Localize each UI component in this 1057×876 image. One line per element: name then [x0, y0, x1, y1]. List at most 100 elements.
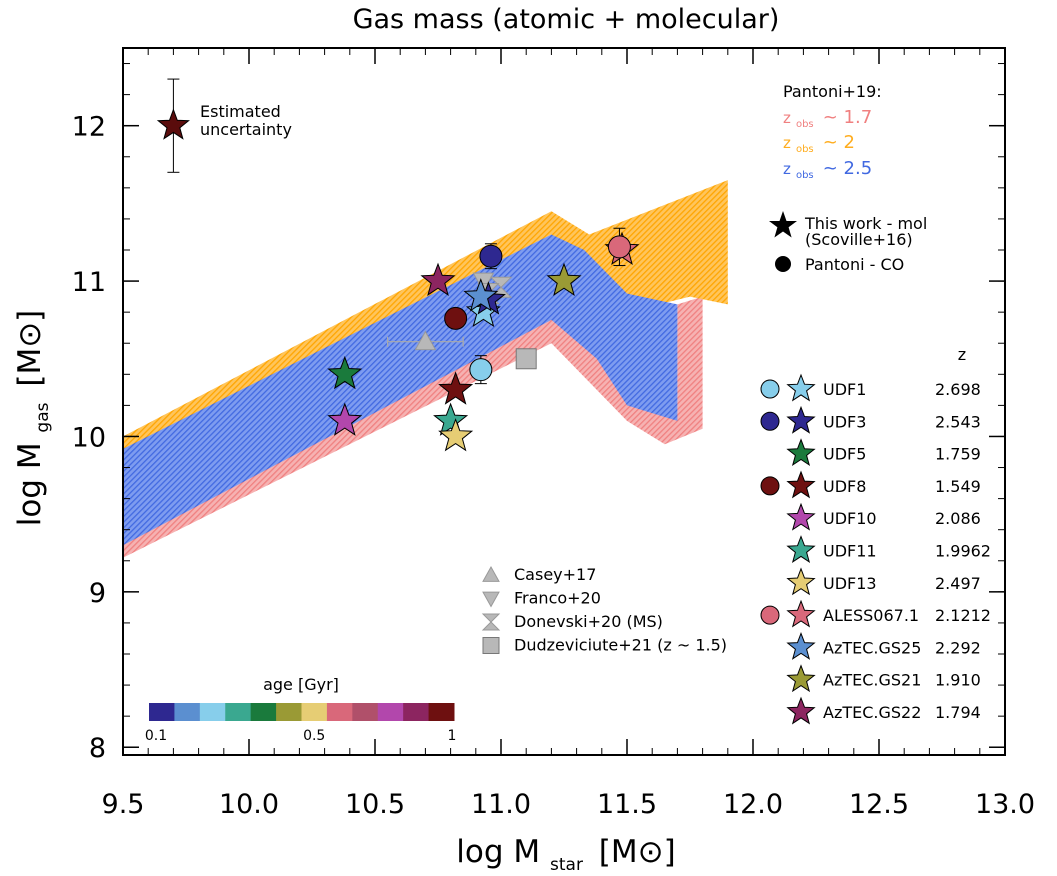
y-axis-label-sub: gas [33, 402, 53, 432]
legend-star-AzTEC.GS21 [786, 664, 816, 693]
x-axis-label-sub: star [550, 855, 583, 875]
legend-z-UDF1: 2.698 [935, 380, 981, 399]
uncertainty-star [156, 108, 190, 140]
x-axis-label: log M [456, 834, 540, 870]
x-tick-label: 12.5 [849, 789, 909, 820]
legend-name-UDF10: UDF10 [823, 509, 877, 528]
legend-circle-UDF3 [760, 411, 780, 431]
colorbar-swatch-4 [250, 703, 277, 721]
legend-z-AzTEC.GS21: 1.910 [935, 671, 981, 690]
colorbar-swatch-3 [225, 703, 252, 721]
legend-name-AzTEC.GS22: AzTEC.GS22 [823, 703, 921, 722]
y-tick-label: 9 [89, 578, 106, 609]
legend-z-sub-2: obs [796, 144, 814, 155]
colorbar-swatch-2 [199, 703, 226, 721]
legend-star-UDF10 [786, 502, 816, 531]
y-tick-label: 11 [72, 267, 106, 298]
legend-name-UDF5: UDF5 [823, 445, 866, 464]
colorbar-tick-label-0: 0.1 [145, 728, 167, 744]
legend-z-value-1: ~ 1.7 [823, 107, 872, 128]
star-UDF8 [438, 371, 474, 405]
src-legend-label-2: Donevski+20 (MS) [514, 612, 663, 631]
src-legend-marker-0 [482, 565, 500, 582]
circle-UDF1 [469, 358, 493, 382]
lit-point-3-0 [515, 348, 537, 370]
legend-sources-title: Pantoni+19: [783, 82, 882, 101]
star-UDF13 [438, 418, 474, 452]
legend-z-value-3: ~ 2.5 [823, 158, 872, 179]
legend-star-sub: (Scoville+16) [805, 230, 913, 249]
legend-star-UDF1 [786, 373, 816, 402]
legend-z-UDF10: 2.086 [935, 509, 981, 528]
galaxy-legend: UDF1 2.698 UDF3 2.543 UDF5 1.759 UDF8 1.549 UDF1… [760, 373, 991, 725]
star-UDF10 [327, 402, 363, 436]
chart-title: Gas mass (atomic + molecular) [353, 4, 780, 35]
star-UDF11 [433, 402, 469, 436]
legend-star-icon [769, 211, 797, 238]
star-UDF5 [327, 355, 363, 390]
bands-layer [123, 180, 728, 558]
x-tick-label: 10.0 [219, 789, 279, 820]
legend-z-sub-1: obs [796, 119, 814, 130]
legend-name-UDF3: UDF3 [823, 412, 866, 431]
circle-UDF3 [479, 244, 503, 268]
z-column-header: z [958, 345, 966, 364]
y-tick-label: 8 [89, 733, 106, 764]
colorbar-tick-label-1: 0.5 [303, 728, 325, 744]
legend-z-UDF5: 1.759 [935, 445, 981, 464]
circle-ALESS067.1 [607, 235, 631, 259]
legend-z-prefix-2: z [783, 134, 791, 152]
legend-star-UDF8 [786, 470, 816, 499]
x-tick-label: 10.5 [345, 789, 405, 820]
legend-circle-UDF1 [760, 379, 780, 399]
colorbar-swatch-6 [301, 703, 328, 721]
legend-circle-UDF8 [760, 476, 780, 496]
legend-pantoni-bands: Pantoni+19: z obs ~ 1.7 z obs ~ 2 z obs … [783, 82, 882, 181]
src-legend-label-1: Franco+20 [514, 589, 601, 608]
src-legend-marker-2 [481, 613, 501, 631]
literature-legend: Casey+17 Franco+20 Donevski+20 (MS) Dudzevi… [481, 565, 727, 655]
legend-z-sub-3: obs [796, 170, 814, 181]
legend-name-UDF11: UDF11 [823, 542, 877, 561]
galaxy-points [327, 227, 640, 452]
legend-circle-label: Pantoni - CO [805, 255, 904, 274]
y-axis-label-unit: [M⊙] [12, 310, 48, 387]
y-tick-label: 10 [72, 422, 106, 453]
colorbar-swatch-0 [149, 703, 175, 721]
colorbar-swatch-9 [377, 703, 404, 721]
legend-z-UDF13: 2.497 [935, 574, 981, 593]
uncertainty-label-line2: uncertainty [200, 120, 292, 139]
legend-z-AzTEC.GS22: 1.794 [935, 703, 981, 722]
legend-name-AzTEC.GS25: AzTEC.GS25 [823, 638, 921, 657]
legend-star-ALESS067.1 [786, 599, 816, 628]
legend-star-UDF5 [786, 438, 816, 467]
legend-z-UDF3: 2.543 [935, 412, 981, 431]
legend-z-UDF8: 1.549 [935, 477, 981, 496]
star-AzTEC.GS22 [420, 262, 456, 296]
legend-z-prefix-3: z [783, 160, 791, 178]
lit-point-0-0 [414, 330, 437, 351]
legend-star-AzTEC.GS22 [786, 696, 816, 725]
band-2 [123, 234, 678, 546]
age-colorbar: 0.1 0.5 1 [145, 703, 457, 744]
legend-name-UDF13: UDF13 [823, 574, 877, 593]
uncertainty-marker [156, 78, 190, 173]
x-tick-label: 11.5 [597, 789, 657, 820]
src-legend-marker-1 [482, 591, 500, 608]
legend-star-UDF3 [786, 405, 816, 434]
plot-frame [122, 47, 1006, 756]
colorbar-swatch-10 [403, 703, 430, 721]
colorbar-swatch-1 [174, 703, 201, 721]
star-AzTEC.GS21 [546, 262, 582, 296]
colorbar-tick-label-2: 1 [448, 728, 457, 744]
colorbar-swatch-7 [326, 703, 353, 721]
colorbar-swatch-5 [276, 703, 302, 721]
y-tick-label: 12 [72, 112, 106, 143]
legend-name-ALESS067.1: ALESS067.1 [823, 606, 919, 625]
legend-star-label: This work - mol [804, 214, 927, 233]
legend-name-AzTEC.GS21: AzTEC.GS21 [823, 671, 921, 690]
src-legend-label-3: Dudzeviciute+21 (z ~ 1.5) [514, 636, 727, 655]
legend-name-UDF1: UDF1 [823, 380, 866, 399]
